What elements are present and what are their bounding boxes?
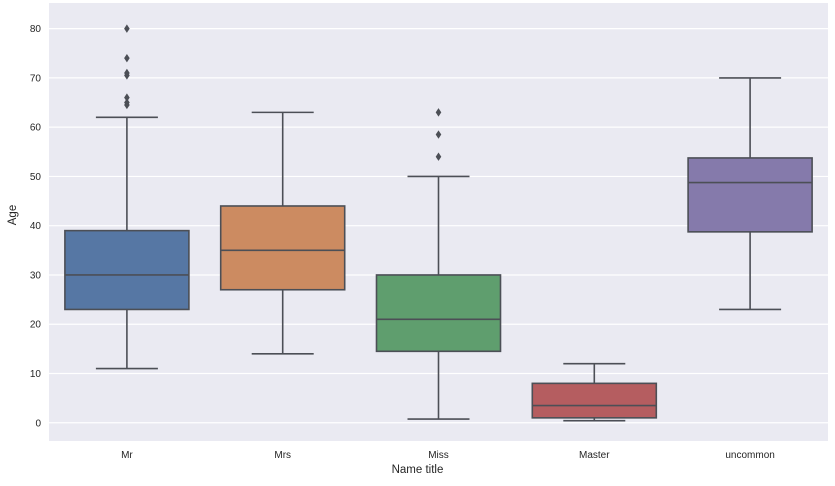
y-tick-label: 80 — [30, 24, 42, 35]
box-master — [531, 382, 658, 419]
box-mr — [64, 229, 190, 311]
y-axis-label: Age — [7, 204, 19, 226]
outlier-diamond — [124, 53, 130, 63]
y-tick-label: 10 — [30, 369, 42, 380]
x-axis-label: Name title — [391, 464, 444, 476]
outlier-diamond — [435, 152, 442, 161]
y-tick-label: 0 — [35, 418, 41, 429]
box-miss — [375, 274, 502, 353]
x-tick-label: uncommon — [725, 450, 774, 461]
y-tick-label: 20 — [30, 320, 42, 331]
y-tick-label: 50 — [30, 172, 42, 183]
y-tick-label: 60 — [30, 123, 42, 134]
y-tick-label: 30 — [30, 270, 42, 281]
y-tick-label: 40 — [30, 221, 42, 232]
outlier-diamond — [124, 68, 130, 78]
outlier-diamond — [435, 130, 442, 139]
y-tick-label: 70 — [30, 73, 42, 84]
box-mrs — [219, 205, 346, 291]
outlier-diamond — [124, 24, 130, 33]
x-tick-label: Mrs — [274, 450, 291, 461]
outlier-diamond — [124, 93, 130, 102]
box-uncommon — [687, 157, 813, 233]
x-tick-label: Master — [579, 450, 610, 461]
outlier-diamond — [124, 98, 130, 107]
outlier-diamond — [435, 108, 442, 117]
x-tick-label: Mr — [121, 450, 133, 461]
x-tick-label: Miss — [428, 450, 449, 461]
